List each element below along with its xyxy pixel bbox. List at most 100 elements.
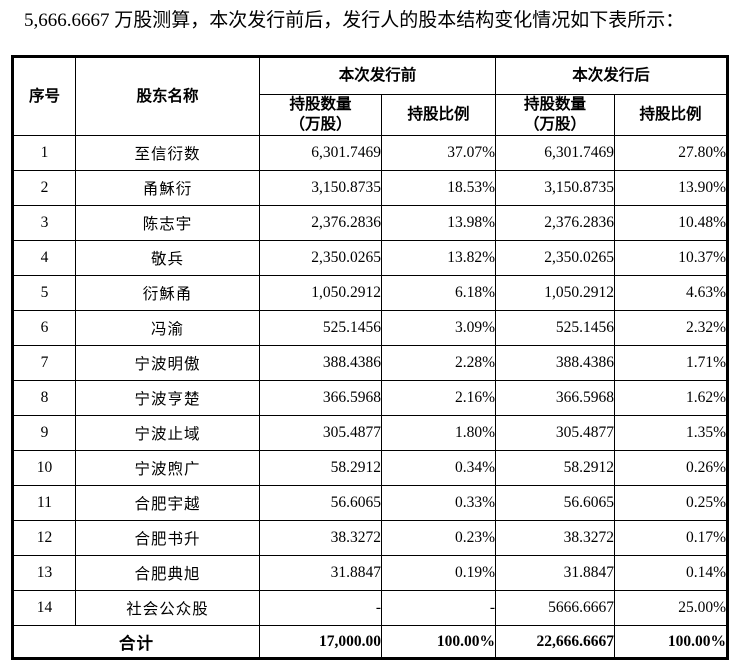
row-shareholder-name: 合肥宇越 [75, 485, 260, 521]
row-post-qty: 3,150.8735 [495, 170, 616, 206]
row-pre-pct: 0.19% [380, 555, 497, 591]
total-row: 合计 17,000.00 100.00% 22,666.6667 100.00% [12, 625, 729, 659]
row-post-pct: 10.48% [614, 205, 729, 241]
row-shareholder-name: 合肥典旭 [75, 555, 260, 591]
header-shareholder: 股东名称 [75, 56, 260, 136]
total-post-qty: 22,666.6667 [495, 625, 616, 659]
row-post-pct: 0.17% [614, 520, 729, 556]
row-shareholder-name: 衍穌甬 [75, 275, 260, 311]
row-post-pct: 0.14% [614, 555, 729, 591]
table-row: 11 合肥宇越 56.6065 0.33% 56.6065 0.25% [12, 485, 729, 521]
row-shareholder-name: 敬兵 [75, 240, 260, 276]
row-pre-pct: 2.16% [380, 380, 497, 416]
row-shareholder-name: 甬穌衍 [75, 170, 260, 206]
row-seq: 9 [12, 415, 76, 451]
row-post-qty: 366.5968 [495, 380, 616, 416]
row-post-qty: 31.8847 [495, 555, 616, 591]
row-post-qty: 58.2912 [495, 450, 616, 486]
row-seq: 10 [12, 450, 76, 486]
header-qty-line2: （万股） [289, 116, 352, 133]
header-seq: 序号 [12, 56, 76, 136]
share-structure-table: 序号 股东名称 本次发行前 本次发行后 持股数量 （万股） 持股比例 持股数量 （万… [11, 55, 730, 660]
table-row: 2 甬穌衍 3,150.8735 18.53% 3,150.8735 13.90… [12, 170, 729, 206]
row-post-pct: 13.90% [614, 170, 729, 206]
row-seq: 1 [12, 135, 76, 171]
intro-paragraph: 5,666.6667 万股测算，本次发行前后，发行人的股本结构变化情况如下表所示… [24, 10, 685, 31]
row-pre-pct: 6.18% [380, 275, 497, 311]
row-post-pct: 27.80% [614, 135, 729, 171]
row-post-qty: 305.4877 [495, 415, 616, 451]
row-pre-pct: - [380, 590, 497, 626]
table-row: 8 宁波亨楚 366.5968 2.16% 366.5968 1.62% [12, 380, 729, 416]
row-pre-qty: 2,350.0265 [259, 240, 382, 276]
row-pre-pct: 3.09% [380, 310, 497, 346]
row-post-pct: 4.63% [614, 275, 729, 311]
header-post-issue: 本次发行后 [495, 56, 729, 95]
row-pre-qty: 58.2912 [259, 450, 382, 486]
row-pre-qty: - [259, 590, 382, 626]
row-pre-qty: 2,376.2836 [259, 205, 382, 241]
row-pre-qty: 1,050.2912 [259, 275, 382, 311]
row-seq: 6 [12, 310, 76, 346]
row-shareholder-name: 陈志宇 [75, 205, 260, 241]
row-shareholder-name: 宁波止域 [75, 415, 260, 451]
row-shareholder-name: 至信衍数 [75, 135, 260, 171]
row-post-pct: 1.62% [614, 380, 729, 416]
row-pre-pct: 1.80% [380, 415, 497, 451]
row-pre-pct: 0.34% [380, 450, 497, 486]
row-post-pct: 0.26% [614, 450, 729, 486]
header-qty-line2: （万股） [524, 116, 587, 133]
row-seq: 11 [12, 485, 76, 521]
total-post-pct: 100.00% [614, 625, 729, 659]
row-pre-qty: 305.4877 [259, 415, 382, 451]
table-row: 12 合肥书升 38.3272 0.23% 38.3272 0.17% [12, 520, 729, 556]
row-post-qty: 6,301.7469 [495, 135, 616, 171]
row-seq: 12 [12, 520, 76, 556]
header-qty-line1: 持股数量 [289, 96, 352, 113]
table-row: 5 衍穌甬 1,050.2912 6.18% 1,050.2912 4.63% [12, 275, 729, 311]
row-post-qty: 38.3272 [495, 520, 616, 556]
row-seq: 8 [12, 380, 76, 416]
table-row: 7 宁波明傲 388.4386 2.28% 388.4386 1.71% [12, 345, 729, 381]
table-row: 13 合肥典旭 31.8847 0.19% 31.8847 0.14% [12, 555, 729, 591]
row-post-qty: 2,376.2836 [495, 205, 616, 241]
table-row: 1 至信衍数 6,301.7469 37.07% 6,301.7469 27.8… [12, 135, 729, 171]
row-post-qty: 525.1456 [495, 310, 616, 346]
table-row: 10 宁波煦广 58.2912 0.34% 58.2912 0.26% [12, 450, 729, 486]
row-pre-qty: 6,301.7469 [259, 135, 382, 171]
row-pre-qty: 31.8847 [259, 555, 382, 591]
header-pre-qty: 持股数量 （万股） [259, 94, 382, 136]
row-pre-qty: 366.5968 [259, 380, 382, 416]
row-post-qty: 1,050.2912 [495, 275, 616, 311]
row-seq: 2 [12, 170, 76, 206]
table-row: 6 冯渝 525.1456 3.09% 525.1456 2.32% [12, 310, 729, 346]
row-post-qty: 388.4386 [495, 345, 616, 381]
row-post-pct: 10.37% [614, 240, 729, 276]
row-post-qty: 56.6065 [495, 485, 616, 521]
row-pre-qty: 38.3272 [259, 520, 382, 556]
total-label: 合计 [12, 625, 260, 659]
total-pre-pct: 100.00% [380, 625, 497, 659]
table-row: 4 敬兵 2,350.0265 13.82% 2,350.0265 10.37% [12, 240, 729, 276]
row-pre-pct: 18.53% [380, 170, 497, 206]
row-shareholder-name: 宁波煦广 [75, 450, 260, 486]
row-seq: 14 [12, 590, 76, 626]
row-post-qty: 2,350.0265 [495, 240, 616, 276]
row-pre-qty: 56.6065 [259, 485, 382, 521]
row-shareholder-name: 社会公众股 [75, 590, 260, 626]
header-pre-issue: 本次发行前 [258, 56, 497, 95]
total-pre-qty: 17,000.00 [259, 625, 382, 659]
row-seq: 3 [12, 205, 76, 241]
header-post-qty: 持股数量 （万股） [495, 94, 616, 136]
row-shareholder-name: 冯渝 [75, 310, 260, 346]
row-pre-pct: 2.28% [380, 345, 497, 381]
row-post-pct: 1.71% [614, 345, 729, 381]
header-qty-line1: 持股数量 [524, 96, 587, 113]
row-pre-pct: 13.98% [380, 205, 497, 241]
table-row: 3 陈志宇 2,376.2836 13.98% 2,376.2836 10.48… [12, 205, 729, 241]
row-post-pct: 25.00% [614, 590, 729, 626]
row-post-pct: 1.35% [614, 415, 729, 451]
row-seq: 7 [12, 345, 76, 381]
header-post-ratio: 持股比例 [614, 94, 729, 136]
row-post-pct: 0.25% [614, 485, 729, 521]
